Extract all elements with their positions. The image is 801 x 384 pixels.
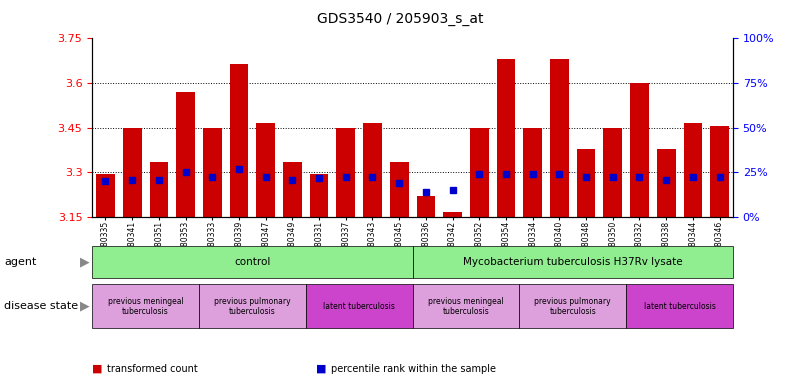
Text: previous meningeal
tuberculosis: previous meningeal tuberculosis — [428, 296, 504, 316]
Text: transformed count: transformed count — [107, 364, 197, 374]
Bar — [710, 126, 729, 217]
Bar — [363, 123, 382, 217]
Bar — [523, 127, 542, 217]
Bar — [230, 64, 248, 217]
Text: previous meningeal
tuberculosis: previous meningeal tuberculosis — [107, 296, 183, 316]
Bar — [683, 123, 702, 217]
Bar — [657, 149, 675, 217]
Bar — [630, 83, 649, 217]
Text: ▶: ▶ — [80, 300, 90, 313]
Text: agent: agent — [4, 257, 36, 267]
Bar — [176, 92, 195, 217]
Bar — [310, 174, 328, 217]
Bar — [603, 127, 622, 217]
Text: control: control — [234, 257, 271, 267]
Bar — [497, 59, 515, 217]
Text: ■: ■ — [316, 364, 327, 374]
Bar — [443, 212, 462, 217]
Text: GDS3540 / 205903_s_at: GDS3540 / 205903_s_at — [317, 12, 484, 25]
Bar — [256, 123, 275, 217]
Bar — [203, 127, 222, 217]
Bar — [390, 162, 409, 217]
Text: ▶: ▶ — [80, 256, 90, 268]
Text: latent tuberculosis: latent tuberculosis — [643, 302, 715, 311]
Bar — [417, 196, 435, 217]
Bar — [283, 162, 302, 217]
Text: previous pulmonary
tuberculosis: previous pulmonary tuberculosis — [534, 296, 611, 316]
Bar — [336, 127, 355, 217]
Bar — [550, 59, 569, 217]
Text: latent tuberculosis: latent tuberculosis — [323, 302, 395, 311]
Text: Mycobacterium tuberculosis H37Rv lysate: Mycobacterium tuberculosis H37Rv lysate — [463, 257, 682, 267]
Text: percentile rank within the sample: percentile rank within the sample — [331, 364, 496, 374]
Bar — [150, 162, 168, 217]
Text: previous pulmonary
tuberculosis: previous pulmonary tuberculosis — [214, 296, 291, 316]
Bar — [470, 127, 489, 217]
Bar — [96, 174, 115, 217]
Text: ■: ■ — [92, 364, 103, 374]
Text: disease state: disease state — [4, 301, 78, 311]
Bar — [577, 149, 595, 217]
Bar — [123, 127, 142, 217]
